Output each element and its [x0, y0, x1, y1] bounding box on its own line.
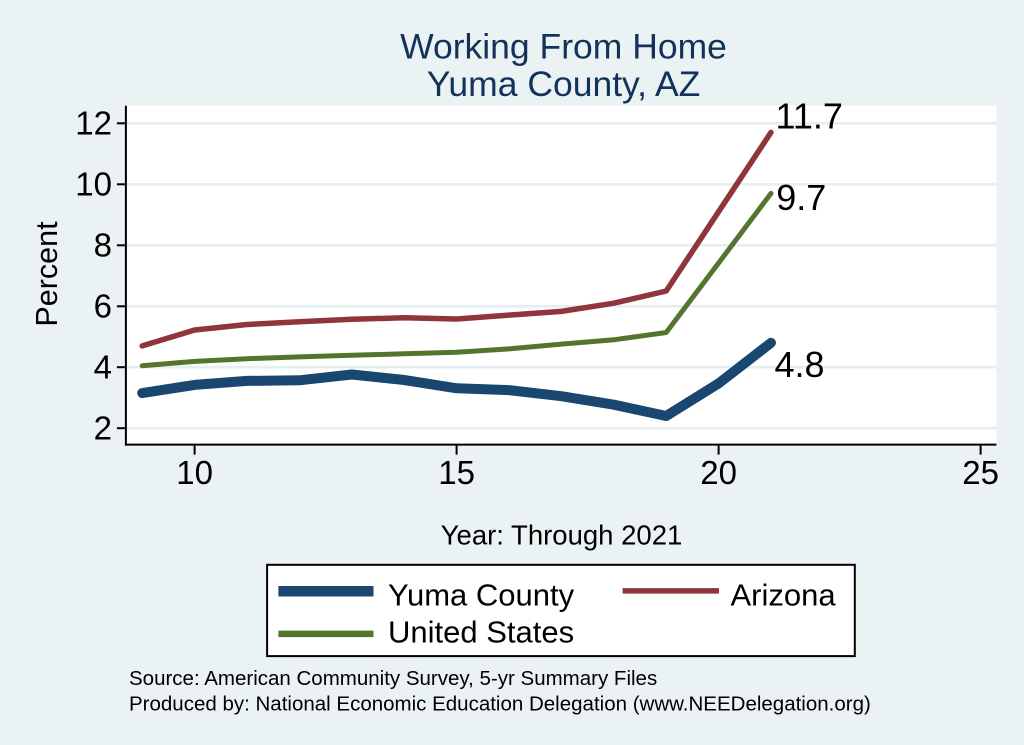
svg-text:Yuma County: Yuma County: [388, 577, 575, 612]
svg-text:25: 25: [962, 454, 999, 491]
svg-text:Percent: Percent: [30, 221, 64, 327]
svg-text:4: 4: [94, 349, 112, 386]
svg-text:11.7: 11.7: [776, 95, 843, 136]
svg-text:Working From Home: Working From Home: [400, 27, 727, 67]
svg-text:Produced by: National Economic: Produced by: National Economic Education…: [129, 693, 871, 716]
svg-text:20: 20: [700, 454, 737, 491]
svg-text:10: 10: [75, 166, 112, 203]
svg-text:8: 8: [94, 227, 112, 264]
svg-text:Year: Through 2021: Year: Through 2021: [441, 520, 683, 551]
svg-text:2: 2: [94, 410, 112, 447]
svg-text:Yuma County, AZ: Yuma County, AZ: [427, 64, 701, 104]
svg-text:Source: American Community Sur: Source: American Community Survey, 5-yr …: [129, 667, 657, 690]
svg-text:4.8: 4.8: [775, 344, 825, 385]
svg-text:9.7: 9.7: [776, 177, 826, 218]
svg-text:10: 10: [176, 454, 213, 491]
svg-text:6: 6: [94, 288, 112, 325]
svg-text:12: 12: [75, 105, 112, 142]
svg-text:United States: United States: [388, 615, 574, 650]
svg-text:Arizona: Arizona: [731, 577, 837, 612]
svg-text:15: 15: [438, 454, 475, 491]
